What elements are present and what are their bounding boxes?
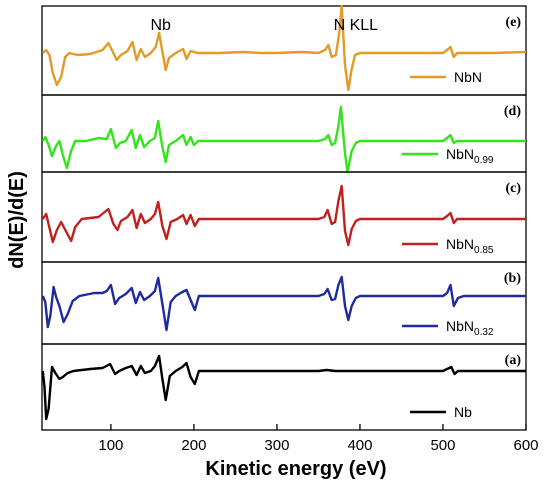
annotation-label: Nb [150,17,171,34]
panel-label: (c) [505,181,521,196]
panel-e: (e) NbN [41,4,527,96]
x-tick-label: 200 [181,437,206,454]
panel-label: (e) [505,15,521,30]
x-tick-label: 100 [98,437,123,454]
y-axis-title: dN(E)/d(E) [6,171,28,269]
panel-c: (c) NbN0.85 [41,171,527,263]
panel-b: (b) NbN0.32 [41,261,527,345]
panel-label: (b) [504,271,521,286]
panel-label: (d) [504,104,521,119]
legend-label: NbN0.99 [446,146,494,166]
panel-label: (a) [505,353,522,368]
spectrum-line [42,4,527,92]
x-tick-label: 300 [264,437,289,454]
spectrum-line [41,105,526,174]
panel-d: (d) NbN0.99 [41,94,527,174]
x-tick-label: 500 [430,437,455,454]
x-tick-label: 600 [513,437,538,454]
panel-a: (a) Nb [41,343,527,431]
x-axis-title: Kinetic energy (eV) [205,458,386,480]
spectrum-line [41,354,526,421]
legend-label: NbN0.32 [446,318,494,338]
spectrum-line [41,275,526,332]
annotation-label: N KLL [334,17,379,34]
legend-label: NbN0.85 [446,236,494,256]
spectrum-line [41,184,526,247]
panel-frame [41,343,527,431]
legend-label: Nb [454,404,472,420]
legend-label: NbN [454,69,482,85]
x-tick-label: 400 [347,437,372,454]
